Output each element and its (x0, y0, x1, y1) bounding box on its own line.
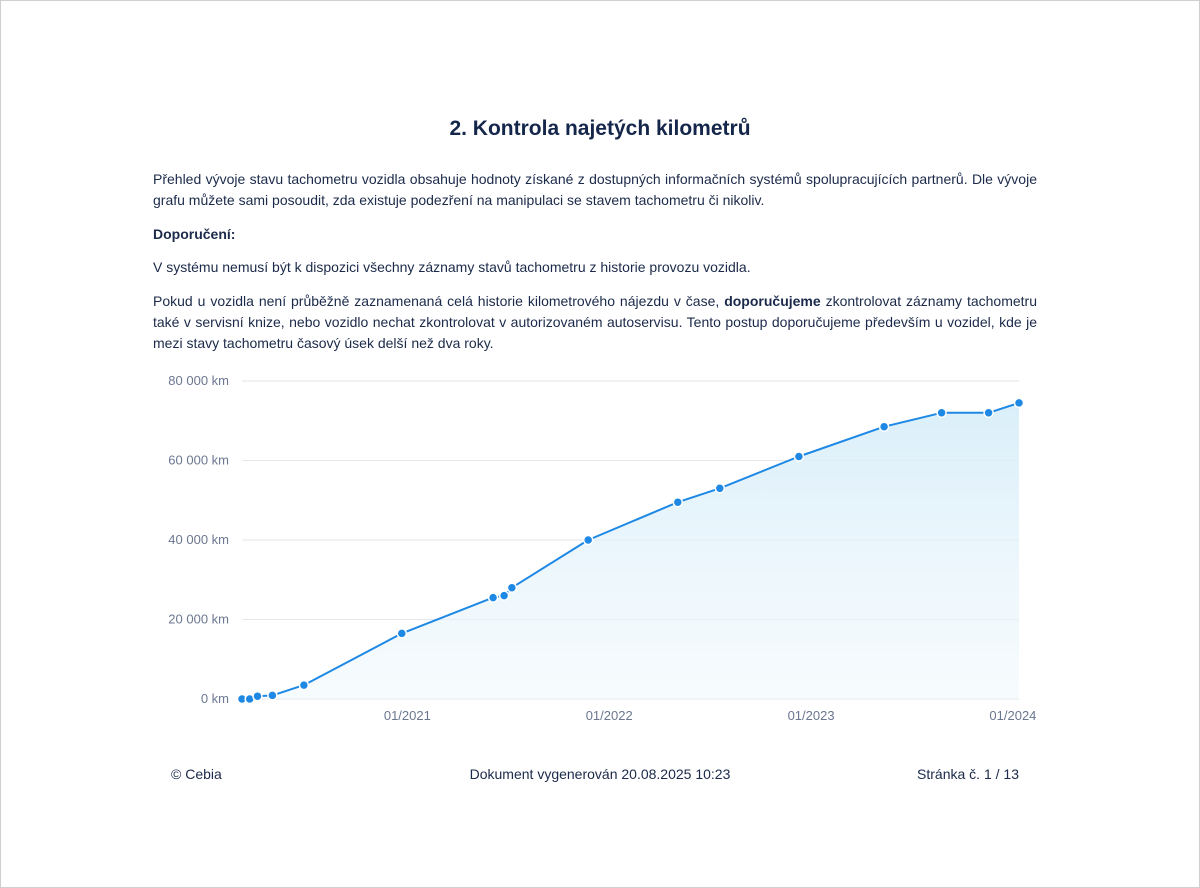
data-point (793, 451, 805, 462)
x-tick-label: 01/2024 (989, 708, 1036, 723)
data-point (936, 407, 947, 419)
y-tick-label: 0 km (201, 691, 229, 706)
advice-emphasis: doporučujeme (724, 293, 821, 309)
data-point (267, 690, 278, 701)
advice-paragraph: Pokud u vozidla není průběžně zaznamenan… (153, 291, 1037, 354)
chart-points (236, 397, 1025, 705)
y-tick-label: 40 000 km (168, 532, 229, 547)
data-point (487, 592, 499, 603)
data-point (506, 582, 518, 593)
intro-paragraph: Přehled vývoje stavu tachometru vozidla … (153, 171, 1037, 208)
data-point (298, 679, 310, 691)
y-axis-labels: 0 km 20 000 km 40 000 km 60 000 km 80 000 km (168, 373, 229, 706)
data-point (672, 496, 684, 508)
recommendation-label: Doporučení: (153, 226, 236, 242)
chart-area-layer (242, 402, 1019, 699)
x-tick-label: 01/2022 (586, 708, 633, 723)
advice-text-start: Pokud u vozidla není průběžně zaznamenan… (153, 293, 725, 309)
y-tick-label: 60 000 km (168, 453, 229, 468)
data-point (396, 628, 408, 639)
advice-text-end: zkontrolovat záznamy tachometru také v s… (153, 293, 1037, 351)
data-point (582, 534, 594, 546)
x-tick-label: 01/2021 (384, 708, 431, 723)
data-point (1013, 397, 1025, 409)
data-point (498, 590, 510, 601)
y-tick-label: 80 000 km (168, 373, 229, 388)
data-point (983, 407, 994, 419)
data-point (714, 483, 726, 494)
data-point (252, 690, 263, 702)
section-title: 2. Kontrola najetých kilometrů (449, 117, 751, 140)
x-tick-label: 01/2023 (788, 708, 835, 723)
note-paragraph: V systému nemusí být k dispozici všechny… (153, 259, 751, 275)
y-tick-label: 20 000 km (168, 612, 229, 627)
odometer-chart: 0 km 20 000 km 40 000 km 60 000 km 80 000 km… (168, 373, 1037, 723)
data-point (878, 421, 890, 432)
footer-generated: Dokument vygenerován 20.08.2025 10:23 (469, 766, 731, 782)
mileage-area (242, 402, 1019, 699)
footer-copyright: © Cebia (171, 766, 222, 782)
footer-page-number: Stránka č. 1 / 13 (917, 766, 1019, 782)
x-axis-labels: 01/2021 01/2022 01/2023 01/2024 (384, 708, 1037, 723)
